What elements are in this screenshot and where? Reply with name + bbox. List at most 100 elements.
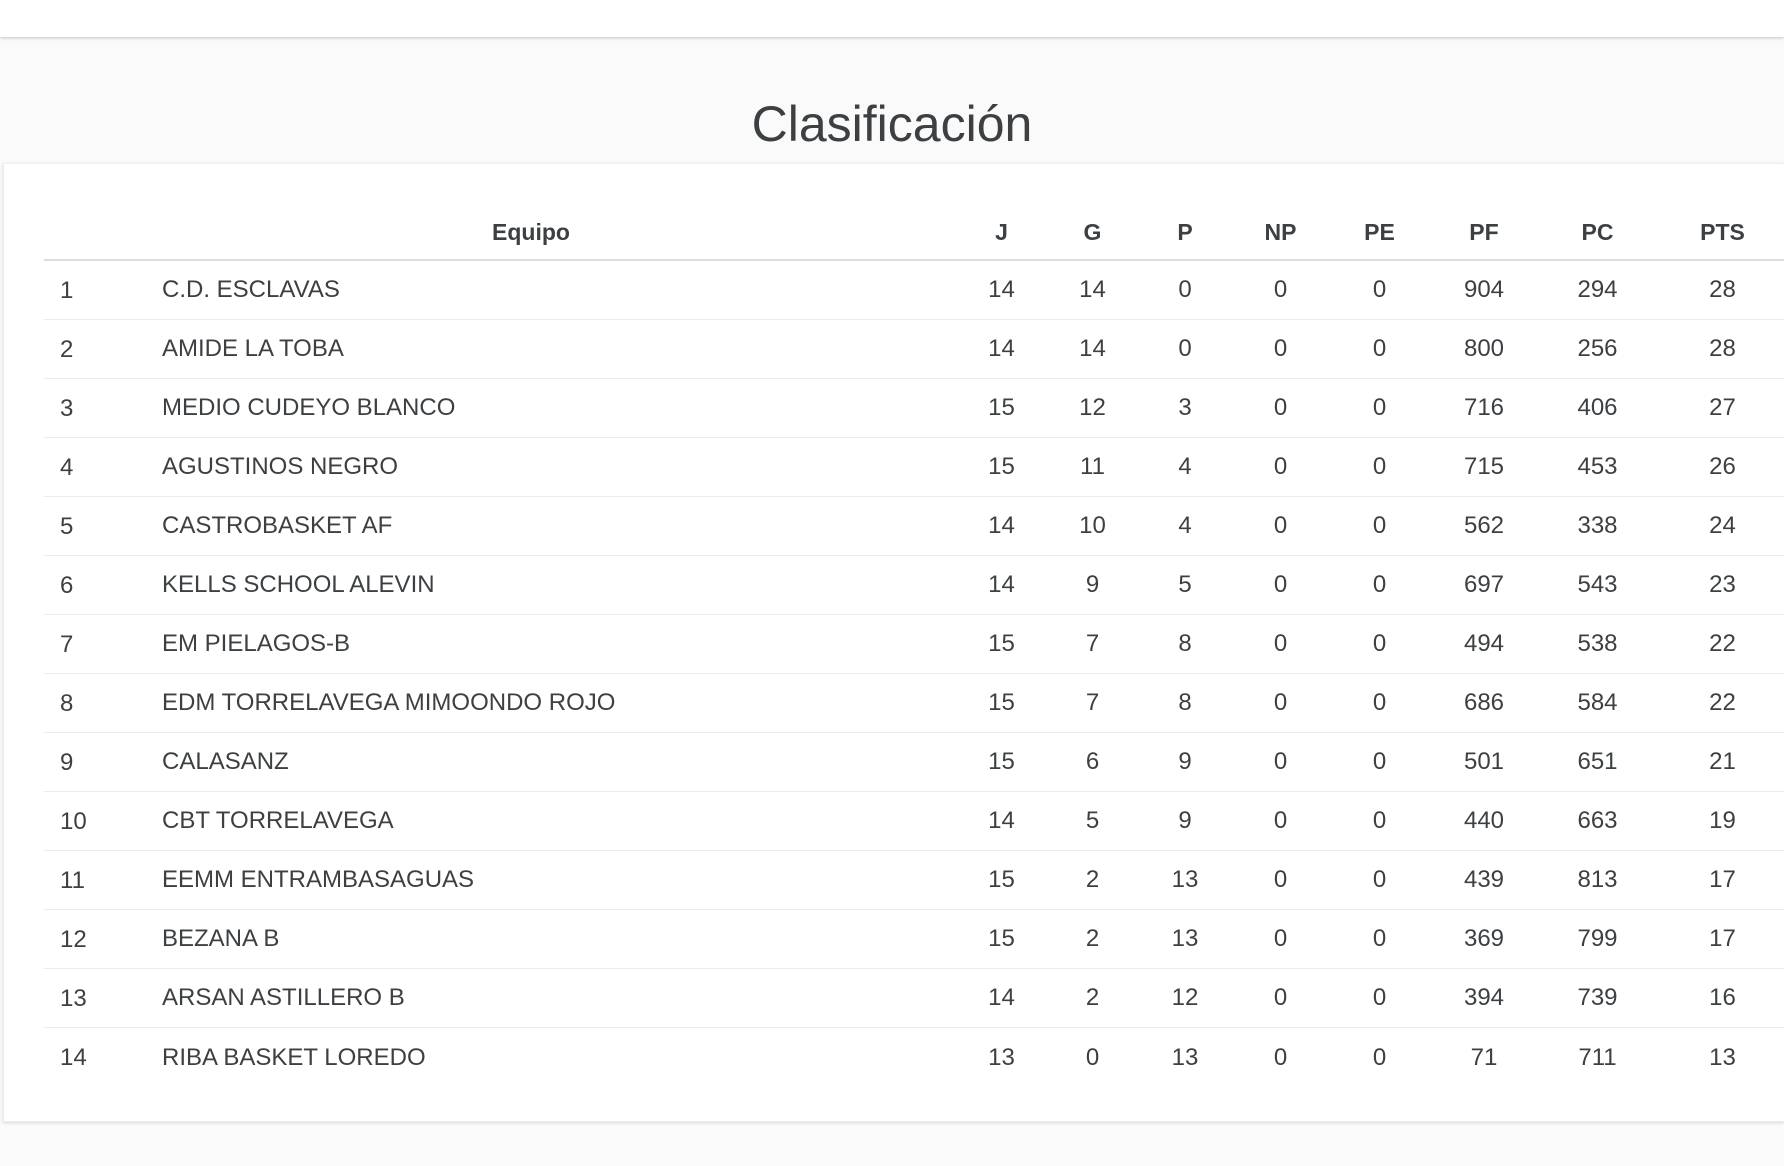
cell-pc: 651	[1538, 733, 1657, 792]
cell-p: 8	[1138, 674, 1232, 733]
cell-j: 14	[956, 969, 1047, 1028]
cell-pe: 0	[1329, 910, 1430, 969]
cell-rank: 10	[4, 792, 106, 851]
team-name: EM PIELAGOS-B	[106, 615, 956, 674]
cell-rank: 6	[4, 556, 106, 615]
cell-pf: 501	[1430, 733, 1538, 792]
cell-pf: 494	[1430, 615, 1538, 674]
cell-g: 10	[1047, 497, 1138, 556]
cell-g: 2	[1047, 969, 1138, 1028]
cell-pc: 739	[1538, 969, 1657, 1028]
cell-j: 15	[956, 851, 1047, 910]
cell-pc: 663	[1538, 792, 1657, 851]
cell-pc: 294	[1538, 261, 1657, 320]
cell-j: 15	[956, 438, 1047, 497]
standings-table: Equipo J G P NP PE PF PC PTS 1 C.D. ESCLA…	[4, 206, 1784, 1087]
col-header-rank	[4, 206, 106, 261]
cell-rank: 4	[4, 438, 106, 497]
cell-g: 11	[1047, 438, 1138, 497]
cell-np: 0	[1232, 438, 1329, 497]
top-toolbar	[0, 0, 1784, 37]
cell-pf: 715	[1430, 438, 1538, 497]
col-header-pe: PE	[1329, 206, 1430, 261]
cell-np: 0	[1232, 674, 1329, 733]
cell-pe: 0	[1329, 379, 1430, 438]
col-header-j: J	[956, 206, 1047, 261]
cell-j: 15	[956, 379, 1047, 438]
table-row: 12 BEZANA B 15 2 13 0 0 369 799 17	[4, 910, 1784, 969]
cell-np: 0	[1232, 556, 1329, 615]
cell-j: 14	[956, 261, 1047, 320]
standings-card: Equipo J G P NP PE PF PC PTS 1 C.D. ESCLA…	[3, 163, 1784, 1122]
cell-pe: 0	[1329, 674, 1430, 733]
cell-p: 3	[1138, 379, 1232, 438]
cell-pc: 543	[1538, 556, 1657, 615]
cell-np: 0	[1232, 497, 1329, 556]
cell-rank: 2	[4, 320, 106, 379]
cell-g: 5	[1047, 792, 1138, 851]
cell-g: 12	[1047, 379, 1138, 438]
cell-pe: 0	[1372, 1043, 1387, 1071]
cell-pts: 22	[1657, 674, 1784, 733]
cell-p: 12	[1138, 969, 1232, 1028]
table-row: 6 KELLS SCHOOL ALEVIN 14 9 5 0 0 697 543 23	[4, 556, 1784, 615]
team-name: AMIDE LA TOBA	[106, 320, 956, 379]
cell-pc: 338	[1538, 497, 1657, 556]
team-name: RIBA BASKET LOREDO	[162, 1043, 426, 1071]
cell-pts: 17	[1657, 851, 1784, 910]
cell-pc: 406	[1538, 379, 1657, 438]
cell-pts: 21	[1657, 733, 1784, 792]
cell-np: 0	[1232, 615, 1329, 674]
cell-j: 15	[956, 674, 1047, 733]
cell-pe: 0	[1329, 497, 1430, 556]
cell-g: 9	[1047, 556, 1138, 615]
cell-j: 15	[956, 615, 1047, 674]
cell-j: 14	[956, 497, 1047, 556]
cell-p: 13	[1138, 851, 1232, 910]
cell-g: 7	[1047, 674, 1138, 733]
table-row: 8 EDM TORRELAVEGA MIMOONDO ROJO 15 7 8 0 0 686 5…	[4, 674, 1784, 733]
cell-g: 14	[1047, 320, 1138, 379]
col-header-np: NP	[1232, 206, 1329, 261]
cell-p: 4	[1138, 438, 1232, 497]
cell-pts: 19	[1657, 792, 1784, 851]
cell-pf: 904	[1430, 261, 1538, 320]
team-name: MEDIO CUDEYO BLANCO	[106, 379, 956, 438]
cell-j: 13	[988, 1043, 1015, 1071]
col-header-equipo: Equipo	[106, 206, 956, 261]
cell-np: 0	[1232, 910, 1329, 969]
table-row: 3 MEDIO CUDEYO BLANCO 15 12 3 0 0 716 406 27	[4, 379, 1784, 438]
cell-pts: 27	[1657, 379, 1784, 438]
cell-pe: 0	[1329, 261, 1430, 320]
cell-pc: 453	[1538, 438, 1657, 497]
cell-pf: 439	[1430, 851, 1538, 910]
cell-rank: 1	[4, 261, 106, 320]
cell-pf: 716	[1430, 379, 1538, 438]
cell-pts: 13	[1709, 1043, 1736, 1071]
team-name: EDM TORRELAVEGA MIMOONDO ROJO	[106, 674, 956, 733]
cell-pe: 0	[1329, 792, 1430, 851]
cell-p: 5	[1138, 556, 1232, 615]
cell-pe: 0	[1329, 733, 1430, 792]
col-header-pc: PC	[1538, 206, 1657, 261]
cell-pe: 0	[1329, 556, 1430, 615]
team-name: CBT TORRELAVEGA	[106, 792, 956, 851]
table-row: 14 RIBA BASKET LOREDO 13 0 13 0 0 71 711 13	[4, 1028, 1784, 1087]
cell-pe: 0	[1329, 851, 1430, 910]
team-name: ARSAN ASTILLERO B	[106, 969, 956, 1028]
cell-np: 0	[1232, 851, 1329, 910]
team-name: CASTROBASKET AF	[106, 497, 956, 556]
cell-pe: 0	[1329, 615, 1430, 674]
cell-pf: 440	[1430, 792, 1538, 851]
col-header-p: P	[1138, 206, 1232, 261]
cell-j: 14	[956, 556, 1047, 615]
cell-pe: 0	[1329, 438, 1430, 497]
cell-p: 9	[1138, 792, 1232, 851]
cell-g: 6	[1047, 733, 1138, 792]
cell-j: 15	[956, 910, 1047, 969]
team-name: KELLS SCHOOL ALEVIN	[106, 556, 956, 615]
cell-np: 0	[1273, 1043, 1288, 1071]
cell-rank: 9	[4, 733, 106, 792]
cell-pf: 562	[1430, 497, 1538, 556]
cell-j: 14	[956, 320, 1047, 379]
